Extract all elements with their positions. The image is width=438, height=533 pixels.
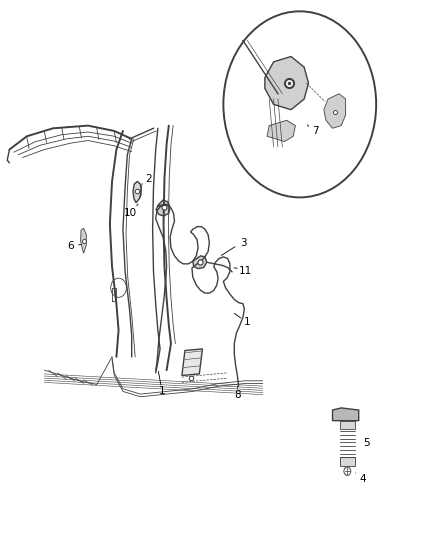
Circle shape bbox=[344, 467, 351, 475]
Text: 5: 5 bbox=[363, 438, 370, 448]
Text: 1: 1 bbox=[244, 317, 251, 327]
Text: 4: 4 bbox=[360, 474, 367, 484]
Polygon shape bbox=[193, 256, 207, 269]
Text: 6: 6 bbox=[67, 241, 74, 251]
Text: 7: 7 bbox=[312, 126, 318, 136]
Polygon shape bbox=[156, 200, 170, 216]
Polygon shape bbox=[133, 181, 141, 203]
Polygon shape bbox=[324, 94, 346, 128]
Text: 8: 8 bbox=[234, 390, 240, 400]
Text: 2: 2 bbox=[145, 174, 152, 184]
Polygon shape bbox=[267, 120, 295, 142]
Text: 10: 10 bbox=[124, 208, 138, 219]
Polygon shape bbox=[182, 349, 202, 375]
Text: 11: 11 bbox=[239, 266, 252, 276]
Text: 3: 3 bbox=[240, 238, 246, 247]
Polygon shape bbox=[339, 421, 355, 429]
Polygon shape bbox=[265, 56, 308, 110]
Polygon shape bbox=[339, 457, 355, 466]
Polygon shape bbox=[332, 408, 359, 421]
Polygon shape bbox=[81, 228, 86, 253]
Text: 1: 1 bbox=[159, 386, 166, 397]
